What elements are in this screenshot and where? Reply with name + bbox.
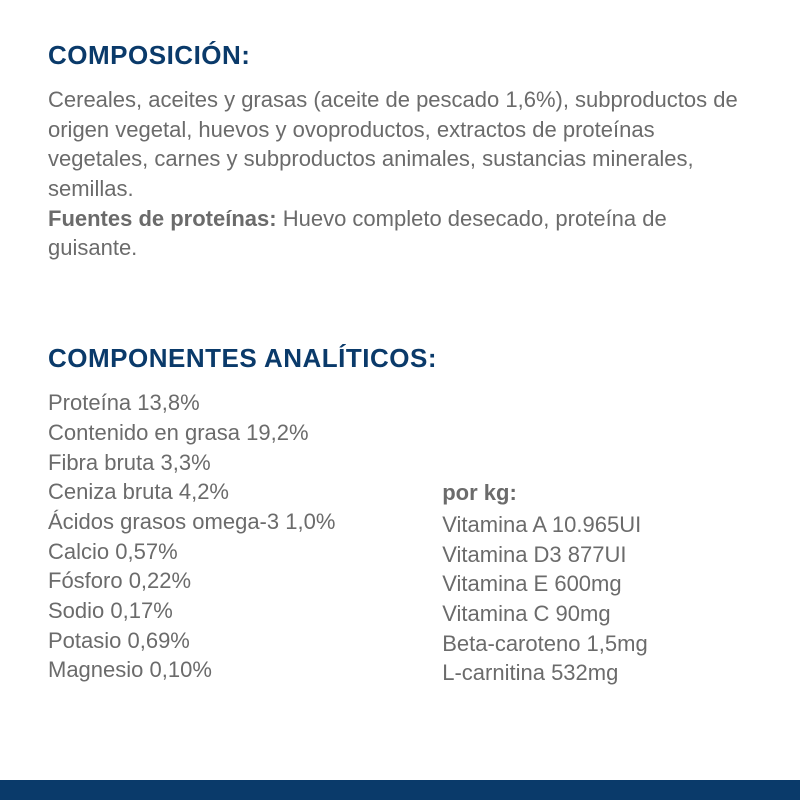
list-item: Vitamina E 600mg (442, 569, 752, 599)
per-kg-label: por kg: (442, 478, 752, 508)
list-item: Fibra bruta 3,3% (48, 448, 442, 478)
list-item: Vitamina D3 877UI (442, 540, 752, 570)
list-item: Vitamina A 10.965UI (442, 510, 752, 540)
list-item: Potasio 0,69% (48, 626, 442, 656)
composition-paragraph: Cereales, aceites y grasas (aceite de pe… (48, 87, 738, 201)
list-item: Beta-caroteno 1,5mg (442, 629, 752, 659)
list-item: Magnesio 0,10% (48, 655, 442, 685)
list-item: Vitamina C 90mg (442, 599, 752, 629)
list-item: Ácidos grasos omega-3 1,0% (48, 507, 442, 537)
list-item: Sodio 0,17% (48, 596, 442, 626)
bottom-bar (0, 780, 800, 800)
composition-title: COMPOSICIÓN: (48, 40, 752, 71)
list-item: Fósforo 0,22% (48, 566, 442, 596)
list-item: Calcio 0,57% (48, 537, 442, 567)
composition-body: Cereales, aceites y grasas (aceite de pe… (48, 85, 752, 263)
list-item: Proteína 13,8% (48, 388, 442, 418)
analytical-title: COMPONENTES ANALÍTICOS: (48, 343, 752, 374)
list-item: L-carnitina 532mg (442, 658, 752, 688)
list-item: Contenido en grasa 19,2% (48, 418, 442, 448)
analytical-left-column: Proteína 13,8% Contenido en grasa 19,2% … (48, 388, 442, 688)
analytical-columns: Proteína 13,8% Contenido en grasa 19,2% … (48, 388, 752, 688)
protein-sources-label: Fuentes de proteínas: (48, 206, 277, 231)
list-item: Ceniza bruta 4,2% (48, 477, 442, 507)
analytical-right-column: por kg: Vitamina A 10.965UI Vitamina D3 … (442, 388, 752, 688)
